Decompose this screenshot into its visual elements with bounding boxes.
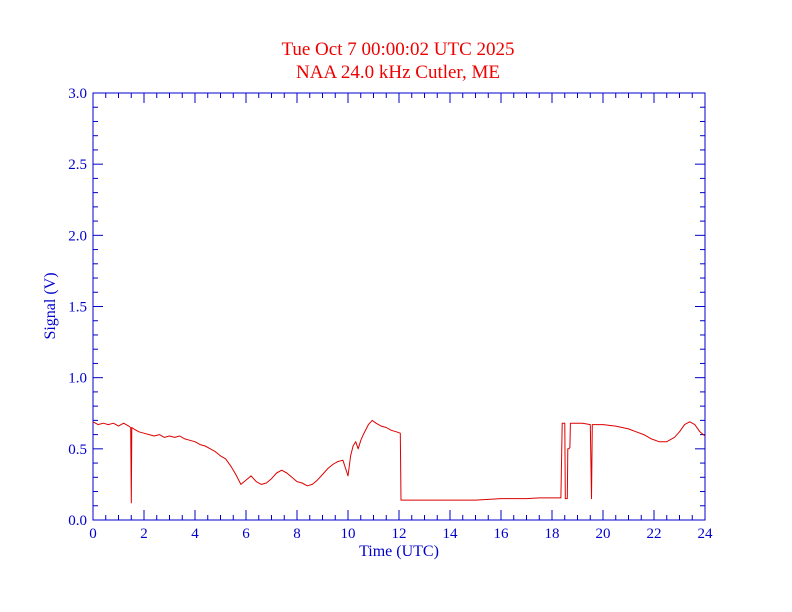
y-tick-label: 1.0 [68, 371, 87, 387]
x-tick-label: 24 [698, 526, 714, 542]
x-tick-label: 10 [341, 526, 356, 542]
chart-subtitle: NAA 24.0 kHz Cutler, ME [296, 62, 500, 83]
series-line [92, 419, 706, 504]
x-tick-label: 12 [392, 526, 407, 542]
y-tick-label: 0.5 [68, 442, 87, 458]
x-tick-label: 0 [89, 526, 97, 542]
x-tick-label: 8 [293, 526, 301, 542]
x-tick-label: 2 [140, 526, 148, 542]
series-group [92, 419, 706, 504]
y-tick-labels: 0.0 0.5 1.0 1.5 2.0 2.5 3.0 [68, 86, 87, 529]
y-tick-label: 3.0 [68, 86, 87, 102]
x-tick-label: 4 [191, 526, 199, 542]
x-tick-label: 14 [443, 526, 459, 542]
y-tick-label: 2.5 [68, 157, 87, 173]
y-axis-label: Signal (V) [42, 272, 59, 339]
chart-title: Tue Oct 7 00:00:02 UTC 2025 [281, 39, 514, 60]
x-tick-label: 22 [647, 526, 662, 542]
y-tick-label: 0.0 [68, 513, 87, 529]
axis-ticks [92, 92, 706, 521]
y-tick-label: 1.5 [68, 300, 87, 316]
x-tick-labels: 0 2 4 6 8 10 12 14 16 18 20 22 24 [89, 526, 713, 542]
x-tick-label: 6 [242, 526, 250, 542]
x-axis-label: Time (UTC) [359, 543, 439, 560]
x-tick-label: 16 [494, 526, 510, 542]
x-tick-label: 20 [596, 526, 611, 542]
x-tick-label: 18 [545, 526, 560, 542]
y-tick-label: 2.0 [68, 228, 87, 244]
plot-frame [92, 92, 706, 521]
